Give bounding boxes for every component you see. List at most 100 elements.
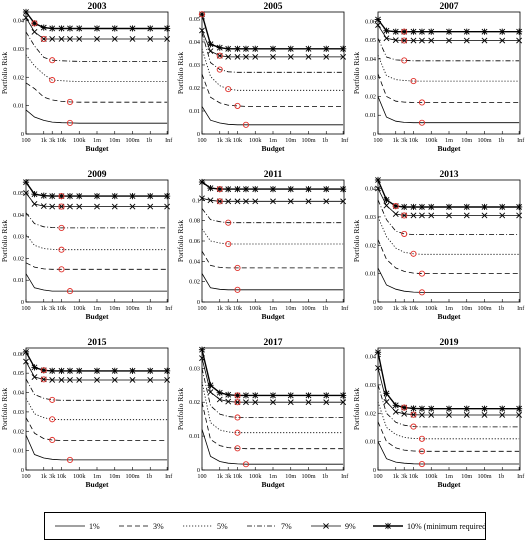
x-tick-label: 100m (125, 305, 139, 312)
series-point (305, 186, 312, 193)
series-point (31, 191, 38, 198)
series-point (287, 53, 294, 60)
series-point (225, 198, 232, 205)
y-tick-label: 0.01 (189, 433, 200, 440)
optimum-marker (58, 203, 65, 210)
series-point (164, 203, 171, 210)
series-point (225, 391, 232, 398)
legend-item-5pct: 5% (183, 522, 228, 531)
optimum-marker (198, 11, 206, 18)
series-point (287, 392, 294, 399)
series-line-1pct (25, 273, 168, 292)
series-point (287, 198, 294, 205)
series-point (516, 212, 523, 219)
series-line-9pct (377, 24, 520, 41)
series-point (111, 25, 118, 32)
chart-panel-2017: 2017 0 0.01 0.02 0.03 100 1k 3k 10k 100k 1m 10m 100m… (176, 336, 352, 504)
series-point (129, 367, 136, 374)
y-tick-label: 0.06 (365, 18, 376, 25)
series-point (31, 201, 38, 207)
series-point (207, 41, 214, 48)
series-line-10pct (377, 19, 520, 33)
series-point (323, 399, 330, 406)
series-line-1pct (201, 106, 344, 126)
series-point (323, 186, 330, 193)
x-tick-label: Inf (517, 473, 525, 480)
series-point (58, 367, 65, 374)
chart-title: 2007 (440, 2, 459, 12)
series-point (270, 53, 276, 60)
x-tick-label: 1b (146, 473, 152, 480)
x-tick-label: 1b (498, 473, 504, 480)
series-point (446, 412, 452, 418)
optimum-marker (58, 193, 65, 200)
series-point (305, 198, 312, 205)
series-point (147, 203, 154, 210)
y-tick-label: 0.05 (189, 16, 200, 23)
series-point (66, 25, 74, 32)
series-point (216, 389, 223, 396)
series-point (516, 37, 523, 44)
series-line-1pct (25, 109, 168, 124)
series-point (23, 358, 29, 365)
optimum-marker (401, 28, 408, 35)
x-tick-label: 100k (425, 473, 438, 480)
optimum-marker (49, 396, 56, 403)
x-tick-label: 10k (233, 473, 243, 480)
x-tick-label: 1m (269, 473, 277, 480)
series-point (164, 25, 171, 32)
series-point (111, 367, 118, 374)
optimum-marker (418, 119, 426, 126)
series-point (375, 185, 381, 192)
x-tick-label: 10m (461, 305, 472, 312)
optimum-marker (216, 52, 223, 59)
series-point (401, 203, 408, 211)
series-point (499, 212, 506, 219)
series-line-1pct (201, 429, 344, 465)
y-axis-label: Portfolio Risk (0, 220, 9, 263)
x-tick-label: 10m (461, 137, 472, 144)
optimum-marker (410, 423, 417, 430)
series-point (252, 392, 259, 399)
chart-grid: 2003 0 0.01 0.02 0.03 0.04 100 1k 3k 10k 100k 1m 10m… (0, 0, 525, 489)
series-point (499, 412, 506, 418)
x-tick-label: 10k (409, 137, 419, 144)
series-point (111, 377, 118, 383)
x-tick-label: 1m (93, 473, 101, 480)
chart-panel-2003: 2003 0 0.01 0.02 0.03 0.04 100 1k 3k 10k 100k 1m 10m… (0, 0, 176, 168)
x-tick-label: 10m (461, 473, 472, 480)
series-point (252, 198, 259, 205)
chart-svg: 2019 0 0.01 0.02 0.03 0.04 100 1k 3k 10k 100k 1m 10m… (352, 338, 525, 489)
series-point (94, 377, 100, 383)
series-point (76, 25, 83, 32)
y-tick-label: 0.03 (13, 234, 24, 241)
series-line-3pct (377, 73, 520, 103)
series-point (147, 377, 154, 383)
series-point (242, 45, 250, 52)
series-point (305, 53, 312, 60)
chart-title: 2009 (88, 170, 107, 180)
series-point (225, 398, 232, 405)
series-line-9pct (201, 30, 344, 58)
series-point (270, 198, 276, 205)
y-tick-label: 0.01 (365, 112, 376, 119)
series-point (481, 28, 488, 35)
series-point (22, 179, 30, 186)
series-point (269, 392, 277, 399)
series-point (428, 37, 435, 44)
chart-panel-2019: 2019 0 0.01 0.02 0.03 0.04 100 1k 3k 10k 100k 1m 10m… (352, 336, 528, 504)
series-line-10pct (201, 14, 344, 50)
x-tick-label: 100m (477, 137, 491, 144)
series-point (234, 198, 241, 205)
optimum-marker (418, 270, 426, 277)
y-axis-label: Portfolio Risk (352, 52, 361, 95)
series-point (216, 396, 223, 403)
optimum-marker (49, 436, 56, 444)
x-tick-label: Inf (517, 305, 525, 312)
optimum-marker (49, 416, 56, 423)
series-point (93, 25, 101, 32)
y-tick-label: 0 (373, 131, 376, 138)
x-tick-label: 3k (225, 473, 232, 480)
series-line-5pct (377, 216, 520, 255)
series-point (129, 377, 136, 383)
